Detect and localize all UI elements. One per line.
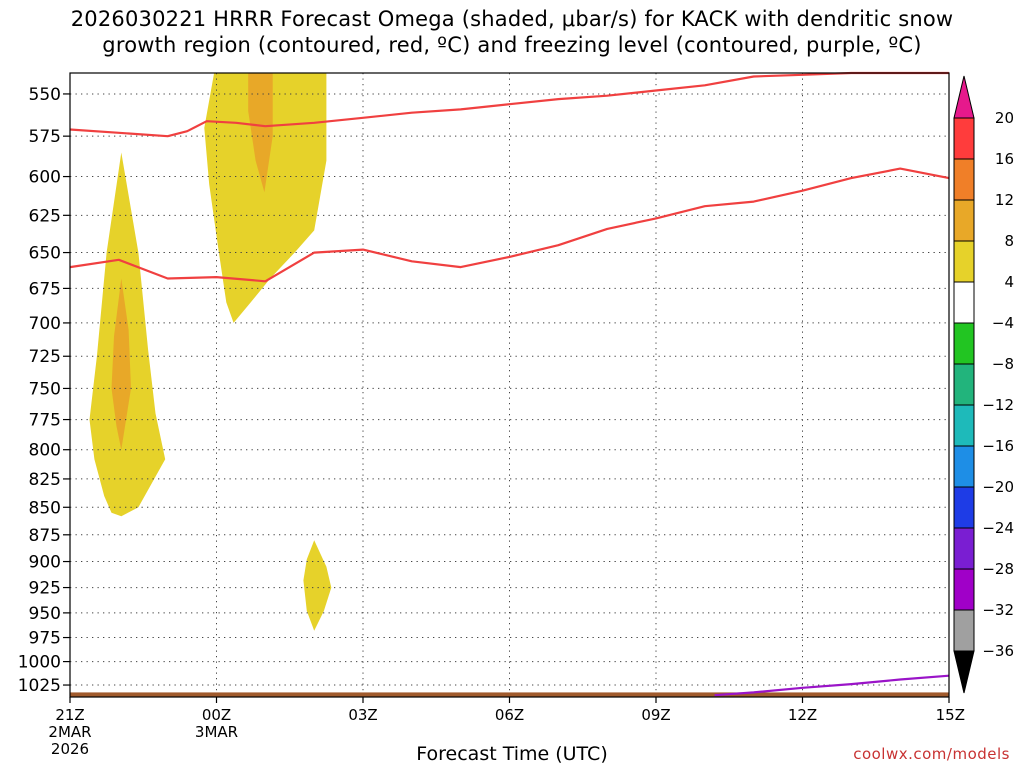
colorbar-bottom-arrow xyxy=(953,650,975,694)
colorbar-swatch-7 xyxy=(953,404,975,447)
colorbar-swatch-9 xyxy=(953,486,975,529)
x-axis-label: Forecast Time (UTC) xyxy=(416,743,608,765)
x-tick-year-0: 2026 xyxy=(51,740,89,758)
x-tick-label-1: 00Z xyxy=(202,706,231,724)
colorbar-label-1: 16 xyxy=(995,150,1014,168)
y-tick-label-850: 850 xyxy=(29,498,61,518)
omega-shading-layer xyxy=(89,73,332,631)
dendritic-contour-line-1 xyxy=(69,167,950,283)
y-tick-label-800: 800 xyxy=(29,441,61,461)
title-line-2: growth region (contoured, red, ºC) and f… xyxy=(102,33,922,57)
colorbar-label-13: −36 xyxy=(982,642,1014,660)
colorbar-swatch-0 xyxy=(953,117,975,160)
y-tick-label-875: 875 xyxy=(29,526,61,546)
y-tick-label-550: 550 xyxy=(29,85,61,105)
colorbar-swatch-2 xyxy=(953,199,975,242)
y-tick-label-775: 775 xyxy=(29,411,61,431)
colorbar-swatch-6 xyxy=(953,363,975,406)
freezing-level-line xyxy=(714,674,950,697)
omega-region-1 xyxy=(111,278,131,450)
colorbar-swatch-4 xyxy=(953,281,975,324)
y-tick-label-625: 625 xyxy=(29,206,61,226)
colorbar-swatch-10 xyxy=(953,527,975,570)
y-axis-ticks: 550 575 600 625 650 675 700 725 750 775 800 825 850 8… xyxy=(18,85,70,696)
colorbar-label-8: −16 xyxy=(982,437,1014,455)
colorbar-swatch-3 xyxy=(953,240,975,283)
colorbar: 20 16 12 8 4 −4 −8 −12 −16 −20 −24 −28 −32 −36 xyxy=(953,75,1014,694)
colorbar-swatch-5 xyxy=(953,322,975,365)
terrain-band xyxy=(70,692,949,697)
y-tick-label-925: 925 xyxy=(29,579,61,599)
colorbar-label-7: −12 xyxy=(982,396,1014,414)
x-tick-label-5: 12Z xyxy=(788,706,817,724)
omega-region-3 xyxy=(248,73,273,193)
x-tick-label-4: 09Z xyxy=(641,706,670,724)
x-tick-label-3: 06Z xyxy=(495,706,524,724)
colorbar-label-3: 8 xyxy=(1004,232,1014,250)
chart-title: 2026030221 HRRR Forecast Omega (shaded, … xyxy=(0,6,1024,58)
y-tick-label-900: 900 xyxy=(29,553,61,573)
x-tick-date-1: 3MAR xyxy=(195,723,238,741)
x-tick-label-0: 21Z xyxy=(55,706,84,724)
terrain-layer xyxy=(70,692,949,697)
y-tick-label-825: 825 xyxy=(29,470,61,490)
x-tick-label-2: 03Z xyxy=(348,706,377,724)
y-tick-label-750: 750 xyxy=(29,379,61,399)
colorbar-swatch-11 xyxy=(953,568,975,611)
y-tick-label-600: 600 xyxy=(29,168,61,188)
y-tick-label-725: 725 xyxy=(29,347,61,367)
grid-lines xyxy=(70,73,949,697)
y-tick-label-650: 650 xyxy=(29,244,61,264)
y-tick-label-675: 675 xyxy=(29,279,61,299)
colorbar-swatch-8 xyxy=(953,445,975,488)
dendritic-contour-line-0 xyxy=(69,71,949,138)
colorbar-label-11: −28 xyxy=(982,560,1014,578)
title-line-1: 2026030221 HRRR Forecast Omega (shaded, … xyxy=(70,7,954,31)
colorbar-swatch-12 xyxy=(953,609,975,652)
omega-region-2 xyxy=(204,73,327,323)
colorbar-label-0: 20 xyxy=(995,109,1014,127)
y-tick-label-975: 975 xyxy=(29,629,61,649)
credit-link[interactable]: coolwx.com/models xyxy=(853,745,1010,763)
colorbar-top-arrow xyxy=(953,75,975,119)
contour-lines xyxy=(69,71,950,697)
colorbar-label-5: −4 xyxy=(992,314,1014,332)
colorbar-label-4: 4 xyxy=(1004,273,1014,291)
x-tick-label-6: 15Z xyxy=(936,706,965,724)
omega-region-4 xyxy=(303,540,332,631)
colorbar-label-10: −24 xyxy=(982,519,1014,537)
colorbar-swatch-1 xyxy=(953,158,975,201)
y-tick-label-950: 950 xyxy=(29,604,61,624)
y-tick-label-1000: 1000 xyxy=(18,653,61,673)
colorbar-label-6: −8 xyxy=(992,355,1014,373)
colorbar-label-12: −32 xyxy=(982,601,1014,619)
colorbar-label-2: 12 xyxy=(995,191,1014,209)
colorbar-label-9: −20 xyxy=(982,478,1014,496)
y-tick-label-1025: 1025 xyxy=(18,676,61,696)
x-tick-date-0: 2MAR xyxy=(48,723,91,741)
y-tick-label-575: 575 xyxy=(29,127,61,147)
y-tick-label-700: 700 xyxy=(29,314,61,334)
